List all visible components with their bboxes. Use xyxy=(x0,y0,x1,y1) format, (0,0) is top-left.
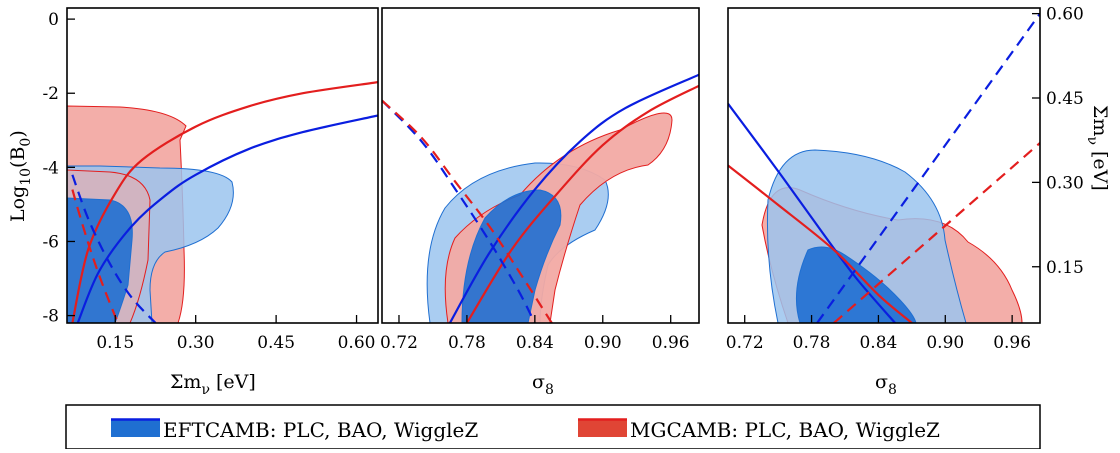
right-panel-frame xyxy=(727,7,1041,324)
left-xtick-label: 0.15 xyxy=(96,333,134,353)
mg-dashed-line-right xyxy=(833,142,1040,323)
right-panel-contours xyxy=(761,149,1023,323)
ticks-layer: 0.15 0.30 0.45 0.60 0 -2 -4 -6 -8 0.72 0.78 0.84 0.9… xyxy=(42,5,1083,353)
eft-contour-68-right xyxy=(795,246,917,323)
left-ytick-label: -2 xyxy=(42,84,59,104)
left-ylabel: Log10(B0) xyxy=(7,130,34,222)
left-panel-contours xyxy=(67,105,234,323)
middle-xlabel: σ8 xyxy=(532,371,554,398)
right-ylabel: Σmν[eV] xyxy=(1084,105,1111,191)
legend-entry-mg: MGCAMB: PLC, BAO, WiggleZ xyxy=(578,418,940,442)
eft-dashed-line-right xyxy=(816,12,1040,323)
middle-xtick-label: 0.84 xyxy=(516,333,554,353)
left-xtick-label: 0.30 xyxy=(177,333,215,353)
left-ytick-label: -4 xyxy=(42,158,59,178)
mg-dashed-line-left xyxy=(71,189,119,323)
left-xtick-label: 0.60 xyxy=(338,333,376,353)
middle-xtick-label: 0.90 xyxy=(584,333,622,353)
left-panel-frame xyxy=(66,7,379,324)
right-ytick-label: 0.15 xyxy=(1046,258,1084,278)
right-xtick-label: 0.96 xyxy=(993,333,1031,353)
right-ytick-label: 0.60 xyxy=(1046,5,1084,25)
legend-label-eft: EFTCAMB: PLC, BAO, WiggleZ xyxy=(163,418,478,442)
right-xtick-label: 0.90 xyxy=(926,333,964,353)
middle-xtick-label: 0.72 xyxy=(380,333,418,353)
eft-solid-line-right xyxy=(728,102,896,323)
left-xlabel: Σmν [eV] xyxy=(170,371,256,398)
left-xtick-label: 0.45 xyxy=(257,333,295,353)
left-ytick-label: -8 xyxy=(42,307,59,327)
eft-dashed-line-middle xyxy=(382,99,536,323)
middle-xtick-label: 0.96 xyxy=(652,333,690,353)
legend-entry-eft: EFTCAMB: PLC, BAO, WiggleZ xyxy=(111,418,478,442)
legend-swatch-mg xyxy=(578,419,627,437)
eft-dashed-line-left xyxy=(71,174,157,323)
right-ytick-label: 0.30 xyxy=(1046,173,1084,193)
middle-panel-contours xyxy=(426,112,673,323)
middle-xtick-label: 0.78 xyxy=(448,333,486,353)
right-xtick-label: 0.84 xyxy=(859,333,897,353)
middle-panel-frame xyxy=(381,7,700,324)
legend-label-mg: MGCAMB: PLC, BAO, WiggleZ xyxy=(630,418,940,442)
eft-solid-line-left xyxy=(76,114,378,323)
left-ytick-label: -6 xyxy=(42,232,59,252)
mg-solid-line-left xyxy=(71,81,378,323)
legend-swatch-eft xyxy=(111,419,160,437)
legend: EFTCAMB: PLC, BAO, WiggleZ MGCAMB: PLC, … xyxy=(65,404,1041,450)
right-ytick-label: 0.45 xyxy=(1046,89,1084,109)
left-ytick-label: 0 xyxy=(48,10,59,30)
right-xtick-label: 0.78 xyxy=(793,333,831,353)
right-xlabel: σ8 xyxy=(875,371,897,398)
eft-solid-line-middle xyxy=(448,73,699,323)
curves-layer xyxy=(71,12,1040,323)
right-xtick-label: 0.72 xyxy=(726,333,764,353)
mg-solid-line-right xyxy=(728,164,913,323)
